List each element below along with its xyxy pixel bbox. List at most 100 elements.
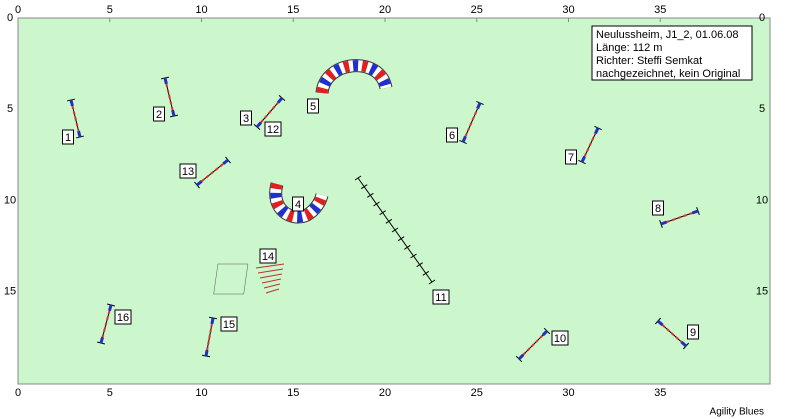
x-tick-label: 10: [195, 4, 207, 16]
obstacle-label: 3: [243, 113, 249, 125]
weave-pole: [391, 227, 399, 233]
jump-bar: [164, 77, 175, 117]
jump-end: [691, 209, 699, 215]
jump-end: [196, 180, 203, 187]
jump-end: [580, 155, 586, 163]
tunnel: [315, 59, 393, 95]
y-tick-label: 0: [759, 12, 765, 24]
jump-bar: [205, 317, 214, 357]
jump-end: [541, 329, 549, 337]
jump-end: [99, 336, 104, 344]
jump-end: [204, 349, 209, 357]
weave-pole: [354, 175, 362, 181]
label-box: [292, 196, 304, 212]
x-tick-label: 25: [471, 4, 483, 16]
y-tick-label: 15: [4, 286, 16, 298]
jump: [654, 317, 690, 350]
x-tick-label: 35: [654, 4, 666, 16]
obstacle-label: 1: [65, 132, 71, 144]
x-tick-label: 0: [15, 4, 21, 16]
y-tick-label: 0: [7, 12, 13, 24]
weave-pole: [379, 210, 386, 216]
y-tick-label: 5: [759, 103, 765, 115]
jump-end: [222, 158, 229, 165]
obstacle-label: 2: [156, 109, 162, 121]
label-box: [179, 163, 197, 179]
label-box: [153, 106, 165, 122]
x-tick-label: 5: [107, 4, 113, 16]
obstacle-label: 8: [655, 203, 661, 215]
obstacle-label: 12: [267, 124, 279, 136]
label-box: [220, 316, 238, 332]
x-tick-label: 20: [379, 387, 391, 399]
jump-end: [594, 127, 600, 135]
obstacle-label: 7: [568, 152, 574, 164]
label-box: [652, 200, 664, 216]
weave: [354, 175, 436, 285]
jump-end: [163, 77, 168, 85]
label-box: [62, 129, 74, 145]
x-tick-label: 30: [562, 387, 574, 399]
obstacle-label: 4: [295, 199, 301, 211]
jump: [659, 207, 700, 228]
obstacle-label: 14: [262, 251, 274, 263]
info-box: [591, 25, 753, 81]
tunnel: [269, 182, 329, 224]
label-box: [114, 309, 132, 325]
x-tick-label: 15: [287, 4, 299, 16]
info-line: nachgezeichnet, kein Original: [596, 68, 740, 80]
x-tick-label: 15: [287, 387, 299, 399]
info-line: Länge: 112 m: [596, 42, 662, 54]
obstacle-label: 9: [690, 327, 696, 339]
jump-end: [461, 135, 467, 143]
obstacle-label: 6: [449, 130, 455, 142]
jump-bar: [660, 210, 699, 225]
jump-end: [680, 340, 687, 348]
label-box: [687, 324, 699, 340]
jump-end: [77, 130, 82, 138]
footer: Agility Blues: [710, 407, 764, 418]
weave-pole: [428, 279, 436, 285]
jump-end: [657, 319, 664, 327]
weave-pole: [410, 253, 417, 259]
jump-end: [171, 109, 176, 117]
weave-pole: [397, 236, 405, 242]
weave-pole: [416, 262, 423, 268]
obstacle-label: 15: [223, 319, 235, 331]
x-tick-label: 10: [195, 387, 207, 399]
label-box: [259, 248, 277, 264]
x-tick-label: 0: [15, 387, 21, 399]
tunnel-red: [270, 182, 328, 223]
label-box: [240, 110, 252, 126]
label-box: [551, 330, 569, 346]
jump-bar: [462, 102, 481, 143]
label-box: [264, 121, 282, 137]
jump: [459, 100, 484, 145]
jump-bar: [657, 320, 687, 347]
label-box: [432, 289, 450, 305]
tunnel-blue: [316, 60, 392, 95]
jump: [194, 156, 231, 189]
jump-end: [660, 220, 668, 226]
zigzag: [257, 268, 284, 274]
jump-end: [476, 102, 482, 110]
label-box: [565, 149, 577, 165]
x-tick-label: 35: [654, 387, 666, 399]
jump: [97, 303, 115, 345]
obstacle-label: 13: [182, 166, 194, 178]
zigzag: [261, 278, 282, 284]
jump: [578, 125, 602, 165]
weave-pole: [360, 184, 368, 190]
zigzag: [265, 288, 280, 294]
x-tick-label: 5: [107, 387, 113, 399]
jump-bar: [518, 330, 548, 360]
label-box: [446, 127, 458, 143]
jump: [201, 316, 218, 358]
obstacle-label: 5: [310, 101, 316, 113]
jump: [253, 95, 286, 130]
x-tick-label: 30: [562, 4, 574, 16]
obstacle-label: 16: [117, 312, 129, 324]
